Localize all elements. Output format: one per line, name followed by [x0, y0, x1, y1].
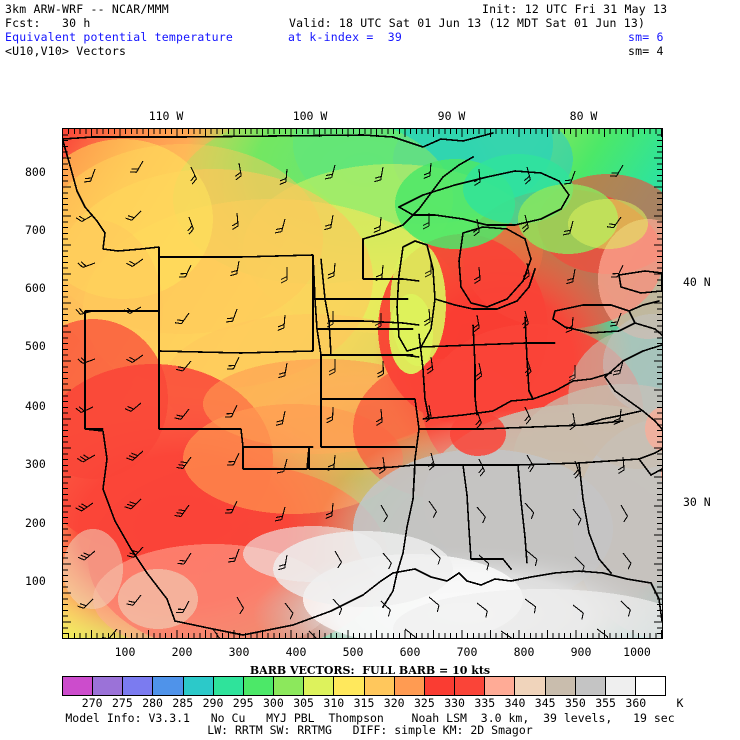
colorbar-tick-300: 300 — [263, 696, 284, 710]
colorbar-segment-17 — [575, 677, 606, 695]
lat-label-40n: 40 N — [683, 275, 711, 289]
colorbar-segment-0 — [63, 677, 94, 695]
colorbar-segment-8 — [304, 677, 335, 695]
lon-label-100w: 100 W — [292, 109, 328, 123]
x-tick-300: 300 — [228, 645, 250, 659]
colorbar-segment-13 — [455, 677, 486, 695]
colorbar-segment-6 — [243, 677, 275, 695]
colorbar-segment-15 — [515, 677, 546, 695]
x-tick-500: 500 — [342, 645, 364, 659]
field-name: Equivalent potential temperature — [5, 30, 233, 44]
colorbar-tick-275: 275 — [112, 696, 133, 710]
colorbar-tick-labels: 270 275 280 285 290 295 300 305 310 315 320 325 330 3… — [0, 697, 740, 711]
x-tick-900: 900 — [570, 645, 592, 659]
colorbar-tick-320: 320 — [383, 696, 405, 710]
init-time: Init: 12 UTC Fri 31 May 13 — [482, 2, 668, 16]
y-tick-600: 600 — [25, 281, 46, 295]
colorbar-segment-12 — [424, 677, 456, 695]
colorbar-segment-10 — [364, 677, 395, 695]
colorbar-tick-350: 350 — [565, 696, 586, 710]
colorbar-tick-290: 290 — [202, 696, 224, 710]
y-tick-100: 100 — [25, 574, 46, 588]
vector-field-label: <U10,V10> Vectors — [5, 44, 127, 58]
y-tick-700: 700 — [25, 223, 46, 237]
lon-label-90w: 90 W — [437, 109, 466, 123]
model-title: 3km ARW-WRF -- NCAR/MMM — [5, 2, 169, 16]
colorbar-segment-19 — [635, 677, 666, 695]
x-tick-100: 100 — [114, 645, 136, 659]
y-tick-300: 300 — [25, 457, 46, 471]
lon-label-80w: 80 W — [569, 109, 598, 123]
x-tick-600: 600 — [399, 645, 421, 659]
colorbar-segment-11 — [394, 677, 425, 695]
lat-label-30n: 30 N — [683, 495, 711, 509]
colorbar-tick-345: 345 — [534, 696, 556, 710]
colorbar-tick-330: 330 — [444, 696, 465, 710]
colorbar-tick-280: 280 — [142, 696, 163, 710]
model-info-line2: LW: RRTM SW: RRTMG DIFF: simple KM: 2D S… — [207, 723, 533, 737]
colorbar-tick-335: 335 — [474, 696, 496, 710]
forecast-hour: Fcst: 30 h — [5, 16, 91, 30]
x-tick-1000: 1000 — [623, 645, 651, 659]
colorbar-segment-9 — [334, 677, 365, 695]
colorbar-segment-3 — [153, 677, 184, 695]
header: 3km ARW-WRF -- NCAR/MMM Init: 12 UTC Fri… — [0, 0, 740, 74]
level-label: at k-index = 39 — [288, 30, 402, 44]
colorbar-tick-310: 310 — [323, 696, 345, 710]
colorbar-segment-14 — [485, 677, 516, 695]
colorbar-tick-355: 355 — [595, 696, 616, 710]
colorbar-segment-5 — [213, 677, 244, 695]
colorbar-tick-315: 315 — [353, 696, 375, 710]
x-tick-200: 200 — [171, 645, 193, 659]
colorbar[interactable] — [62, 676, 666, 696]
colorbar-segment-1 — [93, 677, 124, 695]
smoothing-field: sm= 6 — [628, 30, 664, 44]
colorbar-unit: K — [676, 696, 684, 710]
valid-time: Valid: 18 UTC Sat 01 Jun 13 (12 MDT Sat … — [289, 16, 646, 30]
smoothing-vectors: sm= 4 — [628, 44, 664, 58]
colorbar-segment-7 — [274, 677, 305, 695]
colorbar-tick-325: 325 — [414, 696, 435, 710]
colorbar-tick-270: 270 — [81, 696, 103, 710]
barb-legend-label: BARB VECTORS: FULL BARB = 10 kts — [249, 664, 491, 677]
colorbar-tick-360: 360 — [625, 696, 647, 710]
map-plot-area[interactable] — [62, 128, 663, 639]
x-tick-800: 800 — [513, 645, 535, 659]
lon-label-110w: 110 W — [148, 109, 184, 123]
map-canvas — [63, 129, 662, 638]
colorbar-tick-285: 285 — [172, 696, 194, 710]
colorbar-segment-2 — [123, 677, 154, 695]
colorbar-tick-340: 340 — [504, 696, 526, 710]
y-tick-200: 200 — [25, 516, 46, 530]
y-tick-500: 500 — [25, 339, 46, 353]
model-info-line1: Model Info: V3.3.1 No Cu MYJ PBL Thompso… — [65, 711, 675, 725]
colorbar-tick-295: 295 — [232, 696, 254, 710]
colorbar-segment-16 — [545, 677, 576, 695]
colorbar-segment-4 — [183, 677, 214, 695]
x-tick-700: 700 — [456, 645, 478, 659]
x-tick-400: 400 — [285, 645, 307, 659]
y-tick-800: 800 — [25, 165, 46, 179]
colorbar-segment-18 — [605, 677, 636, 695]
y-tick-400: 400 — [25, 399, 46, 413]
colorbar-tick-305: 305 — [293, 696, 314, 710]
